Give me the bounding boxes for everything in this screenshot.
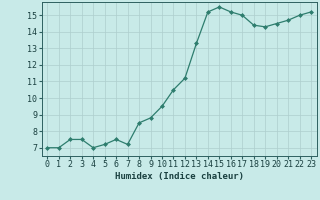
X-axis label: Humidex (Indice chaleur): Humidex (Indice chaleur) bbox=[115, 172, 244, 181]
